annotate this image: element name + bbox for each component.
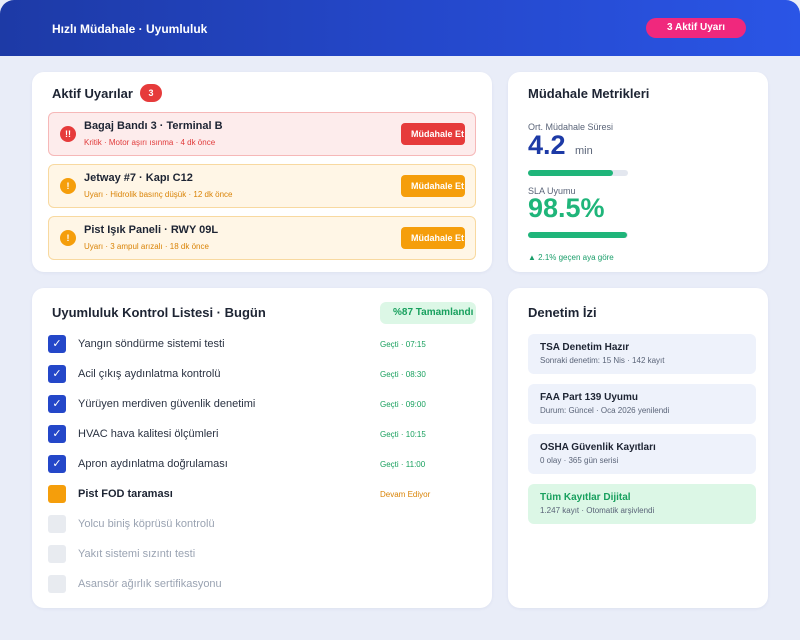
- audit-item[interactable]: TSA Denetim Hazır Sonraki denetim: 15 Ni…: [528, 334, 756, 374]
- audit-item[interactable]: OSHA Güvenlik Kayıtları 0 olay · 365 gün…: [528, 434, 756, 474]
- checklist-title: Uyumluluk Kontrol Listesi · Bugün: [52, 305, 266, 320]
- metrics-title: Müdahale Metrikleri: [528, 86, 650, 101]
- alert-title: Pist Işık Paneli · RWY 09L: [84, 224, 219, 236]
- respond-button[interactable]: Müdahale Et: [401, 175, 465, 197]
- audit-item[interactable]: FAA Part 139 Uyumu Durum: Güncel · Oca 2…: [528, 384, 756, 424]
- empty-checkbox[interactable]: [48, 515, 66, 533]
- audit-item-subtitle: 1.247 kayıt · Otomatik arşivlendi: [540, 506, 655, 515]
- checkmark-icon[interactable]: ✓: [48, 395, 66, 413]
- alert-subtitle: Uyarı · 3 ampul arızalı · 18 dk önce: [84, 242, 209, 251]
- checklist-item-status: Geçti · 11:00: [380, 460, 426, 469]
- checklist-item-label: Apron aydınlatma doğrulaması: [78, 458, 228, 470]
- response-time-unit: min: [575, 145, 593, 157]
- audit-item-title: OSHA Güvenlik Kayıtları: [540, 442, 656, 453]
- active-alerts-card: Aktif Uyarılar 3 !! Bagaj Bandı 3 · Term…: [32, 72, 492, 272]
- checklist-item[interactable]: ✓ Acil çıkış aydınlatma kontrolü Geçti · 0…: [48, 364, 476, 384]
- empty-checkbox[interactable]: [48, 545, 66, 563]
- checklist-item[interactable]: ✓ Yürüyen merdiven güvenlik denetimi Geçti…: [48, 394, 476, 414]
- warning-alert-icon: !: [60, 230, 76, 246]
- alert-title: Jetway #7 · Kapı C12: [84, 172, 193, 184]
- compliance-checklist-card: Uyumluluk Kontrol Listesi · Bugün %87 Ta…: [32, 288, 492, 608]
- checklist-item[interactable]: Asansör ağırlık sertifikasyonu: [48, 574, 476, 594]
- audit-item-subtitle: Sonraki denetim: 15 Nis · 142 kayıt: [540, 356, 665, 365]
- checklist-item-label: Pist FOD taraması: [78, 488, 173, 500]
- response-metrics-card: Müdahale Metrikleri Ort. Müdahale Süresi…: [508, 72, 768, 272]
- checklist-item[interactable]: ✓ HVAC hava kalitesi ölçümleri Geçti · 10:…: [48, 424, 476, 444]
- checklist-item-label: Asansör ağırlık sertifikasyonu: [78, 578, 222, 590]
- trend-text: ▲ 2.1% geçen aya göre: [528, 253, 614, 262]
- alert-item: ! Jetway #7 · Kapı C12 Uyarı · Hidrolik …: [48, 164, 476, 208]
- audit-item-title: FAA Part 139 Uyumu: [540, 392, 638, 403]
- checklist-item[interactable]: Yolcu biniş köprüsü kontrolü: [48, 514, 476, 534]
- respond-button[interactable]: Müdahale Et: [401, 227, 465, 249]
- checklist-item[interactable]: ✓ Apron aydınlatma doğrulaması Geçti · 11:…: [48, 454, 476, 474]
- checklist-item-label: Yangın söndürme sistemi testi: [78, 338, 225, 350]
- alerts-count-badge: 3: [140, 84, 162, 102]
- audit-title: Denetim İzi: [528, 305, 597, 320]
- audit-item-subtitle: Durum: Güncel · Oca 2026 yenilendi: [540, 406, 670, 415]
- checklist-item-status: Geçti · 09:00: [380, 400, 426, 409]
- alerts-title: Aktif Uyarılar: [52, 86, 133, 101]
- audit-item-title: TSA Denetim Hazır: [540, 342, 630, 353]
- checklist-item-status: Geçti · 08:30: [380, 370, 426, 379]
- sla-label: SLA Uyumu: [528, 186, 576, 196]
- audit-item-title: Tüm Kayıtlar Dijital: [540, 492, 631, 503]
- response-time-bar: [528, 170, 628, 176]
- empty-checkbox[interactable]: [48, 575, 66, 593]
- checkmark-icon[interactable]: ✓: [48, 455, 66, 473]
- audit-item-subtitle: 0 olay · 365 gün serisi: [540, 456, 619, 465]
- checklist-item[interactable]: Pist FOD taraması Devam Ediyor: [48, 484, 476, 504]
- response-time-bar-fill: [528, 170, 613, 176]
- response-time-value: 4.2: [528, 130, 566, 160]
- checklist-item-label: HVAC hava kalitesi ölçümleri: [78, 428, 219, 440]
- checkmark-icon[interactable]: ✓: [48, 365, 66, 383]
- completion-badge: %87 Tamamlandı: [380, 302, 476, 324]
- app-title: Hızlı Müdahale · Uyumluluk: [52, 22, 208, 36]
- checklist-item-label: Acil çıkış aydınlatma kontrolü: [78, 368, 221, 380]
- critical-alert-icon: !!: [60, 126, 76, 142]
- in-progress-checkbox[interactable]: [48, 485, 66, 503]
- alert-title: Bagaj Bandı 3 · Terminal B: [84, 120, 223, 132]
- checkmark-icon[interactable]: ✓: [48, 425, 66, 443]
- checklist-item-status: Geçti · 07:15: [380, 340, 426, 349]
- sla-bar: [528, 232, 628, 238]
- sla-value: 98.5%: [528, 193, 605, 223]
- active-alerts-pill[interactable]: 3 Aktif Uyarı: [646, 18, 746, 38]
- checklist-item-status: Devam Ediyor: [380, 490, 431, 499]
- checklist-item[interactable]: Yakıt sistemi sızıntı testi: [48, 544, 476, 564]
- alert-item: ! Pist Işık Paneli · RWY 09L Uyarı · 3 a…: [48, 216, 476, 260]
- alert-subtitle: Uyarı · Hidrolik basınç düşük · 12 dk ön…: [84, 190, 233, 199]
- checklist-item[interactable]: ✓ Yangın söndürme sistemi testi Geçti · 07…: [48, 334, 476, 354]
- alert-subtitle: Kritik · Motor aşırı ısınma · 4 dk önce: [84, 138, 216, 147]
- header-bar: Hızlı Müdahale · Uyumluluk 3 Aktif Uyarı: [0, 0, 800, 56]
- checkmark-icon[interactable]: ✓: [48, 335, 66, 353]
- alert-item: !! Bagaj Bandı 3 · Terminal B Kritik · M…: [48, 112, 476, 156]
- sla-bar-fill: [528, 232, 627, 238]
- warning-alert-icon: !: [60, 178, 76, 194]
- checklist-item-status: Geçti · 10:15: [380, 430, 426, 439]
- audit-trail-card: Denetim İzi TSA Denetim Hazır Sonraki de…: [508, 288, 768, 608]
- checklist-item-label: Yakıt sistemi sızıntı testi: [78, 548, 196, 560]
- checklist-item-label: Yürüyen merdiven güvenlik denetimi: [78, 398, 256, 410]
- checklist-item-label: Yolcu biniş köprüsü kontrolü: [78, 518, 215, 530]
- respond-button[interactable]: Müdahale Et: [401, 123, 465, 145]
- response-time-label: Ort. Müdahale Süresi: [528, 122, 614, 132]
- audit-item[interactable]: Tüm Kayıtlar Dijital 1.247 kayıt · Otoma…: [528, 484, 756, 524]
